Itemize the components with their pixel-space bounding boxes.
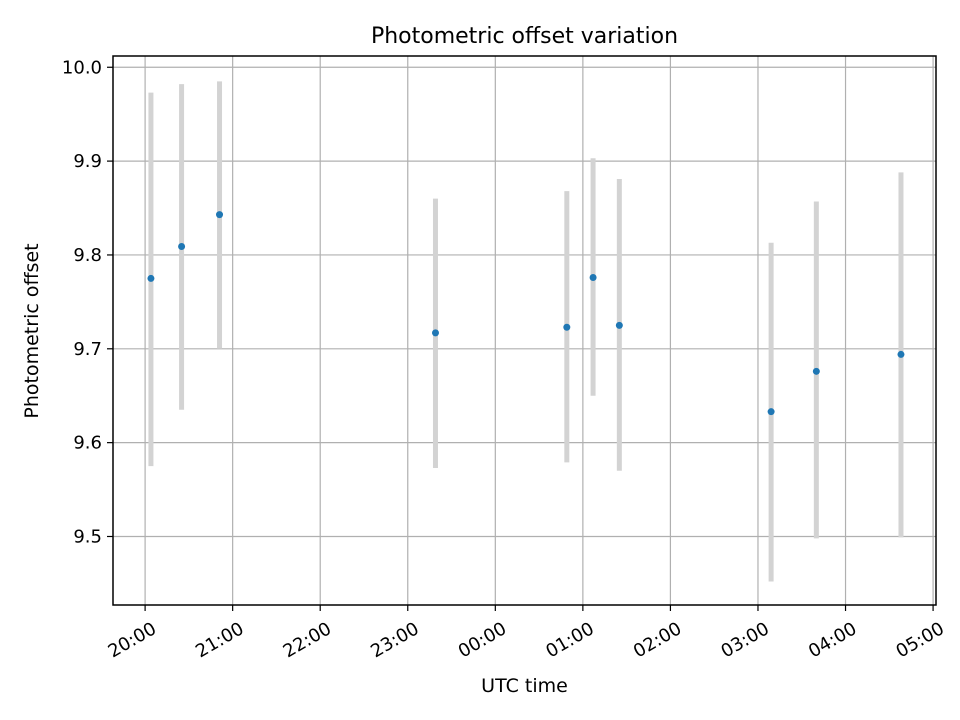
x-tick-label: 21:00 (192, 618, 247, 662)
x-tick-label: 22:00 (280, 618, 335, 662)
y-tick-label: 9.7 (73, 339, 102, 360)
data-point (431, 329, 439, 337)
x-tick-label: 23:00 (367, 618, 422, 662)
y-tick-label: 9.5 (73, 526, 102, 547)
x-axis-label: UTC time (481, 675, 568, 697)
y-tick-label: 9.8 (73, 245, 102, 266)
chart-title: Photometric offset variation (371, 24, 678, 49)
error-bars (148, 81, 904, 582)
data-points (147, 211, 905, 416)
x-tick-label: 02:00 (630, 618, 685, 662)
x-tick-label: 05:00 (893, 618, 948, 662)
x-tick-label: 20:00 (105, 618, 160, 662)
data-point (589, 273, 597, 281)
data-point (812, 367, 820, 375)
y-axis-ticks: 9.5 9.6 9.7 9.8 9.9 10.0 (62, 57, 113, 547)
y-axis-label: Photometric offset (21, 243, 43, 418)
x-tick-label: 01:00 (542, 618, 597, 662)
x-axis-ticks: 20:00 21:00 22:00 23:00 00:00 01:00 02:00 03:00… (105, 605, 948, 662)
data-point (178, 243, 186, 251)
grid-lines (113, 56, 936, 605)
data-point (147, 274, 155, 282)
x-tick-label: 03:00 (717, 618, 772, 662)
y-tick-label: 10.0 (62, 57, 102, 78)
plot-area-frame (112, 55, 937, 606)
data-point (897, 350, 905, 358)
data-point (216, 211, 224, 219)
y-tick-label: 9.6 (73, 433, 102, 454)
x-tick-label: 00:00 (455, 618, 510, 662)
x-tick-label: 04:00 (805, 618, 860, 662)
data-point (615, 321, 623, 329)
y-tick-label: 9.9 (73, 151, 102, 172)
data-point (767, 408, 775, 416)
data-point (563, 323, 571, 331)
